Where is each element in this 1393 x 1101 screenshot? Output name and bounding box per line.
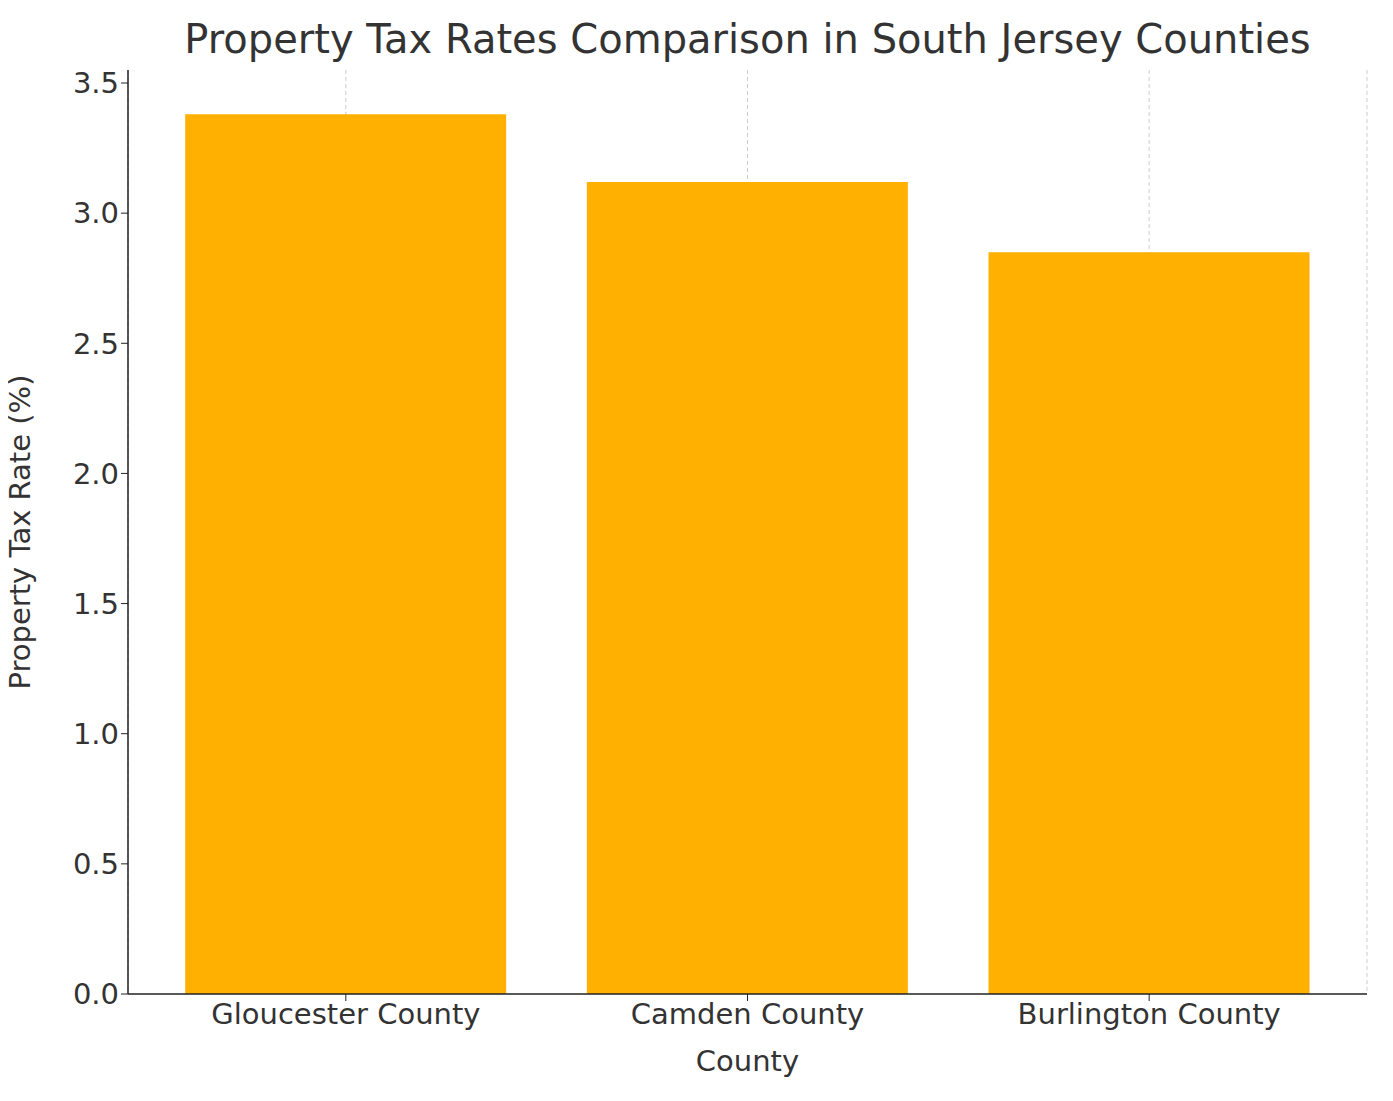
svg-text:Gloucester County: Gloucester County: [211, 997, 480, 1031]
svg-text:1.5: 1.5: [73, 587, 119, 621]
svg-text:Property Tax Rate (%): Property Tax Rate (%): [8, 375, 37, 690]
html-text:Property Tax Rates Comparison: Property Tax Rates Comparison in South J…: [184, 16, 1311, 62]
svg-text:2.0: 2.0: [73, 457, 119, 491]
svg-text:County: County: [696, 1044, 799, 1078]
svg-text:3.0: 3.0: [73, 196, 119, 230]
svg-text:Camden County: Camden County: [631, 997, 864, 1031]
svg-text:1.0: 1.0: [73, 717, 119, 751]
svg-text:2.5: 2.5: [73, 327, 119, 361]
svg-text:0.0: 0.0: [73, 977, 119, 1011]
svg-text:0.5: 0.5: [73, 847, 119, 881]
svg-text:3.5: 3.5: [73, 66, 119, 100]
svg-text:Burlington County: Burlington County: [1018, 997, 1281, 1031]
